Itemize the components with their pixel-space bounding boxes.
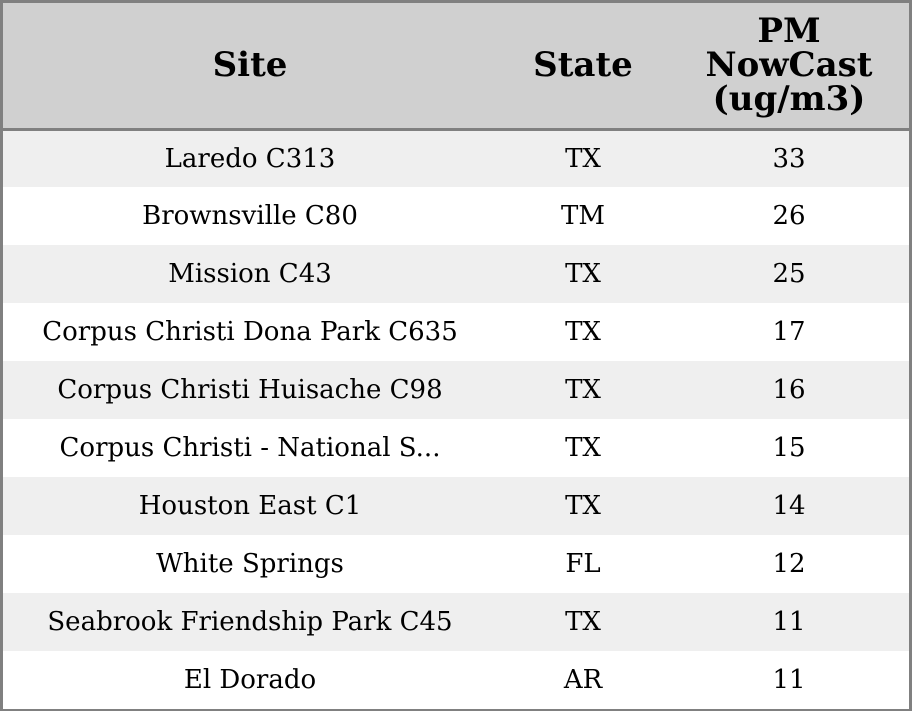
cell-pm: 33 xyxy=(772,143,806,174)
table-row: Brownsville C80 TM 26 xyxy=(3,187,909,245)
header-pm-line-2: NowCast xyxy=(705,45,873,86)
cell-state: TX xyxy=(565,607,601,637)
header-state-label: State xyxy=(533,45,633,86)
cell-site: El Dorado xyxy=(183,665,317,695)
data-table: Site State PM NowCast (ug/m3) Laredo C31… xyxy=(3,3,909,709)
header-site: Site xyxy=(3,3,497,131)
header-state: State xyxy=(497,3,669,131)
cell-pm: 17 xyxy=(772,317,806,347)
cell-pm: 26 xyxy=(772,201,806,231)
cell-site: Brownsville C80 xyxy=(142,201,358,231)
cell-state: TX xyxy=(565,433,601,463)
cell-pm: 11 xyxy=(772,607,806,637)
cell-site: White Springs xyxy=(156,549,344,579)
table-row: Mission C43 TX 25 xyxy=(3,245,909,303)
table-row: Corpus Christi - National S... TX 15 xyxy=(3,419,909,477)
table-row: Corpus Christi Huisache C98 TX 16 xyxy=(3,361,909,419)
cell-site: Corpus Christi Huisache C98 xyxy=(57,375,443,405)
cell-state: AR xyxy=(563,665,603,695)
table-row: Seabrook Friendship Park C45 TX 11 xyxy=(3,593,909,651)
header-pm-line-3: (ug/m3) xyxy=(712,79,866,120)
cell-state: TX xyxy=(565,143,601,174)
cell-site: Laredo C313 xyxy=(164,143,336,174)
cell-site: Seabrook Friendship Park C45 xyxy=(47,607,453,637)
cell-pm: 11 xyxy=(772,665,806,695)
cell-pm: 14 xyxy=(772,491,806,521)
cell-site: Houston East C1 xyxy=(138,491,362,521)
table-row: Houston East C1 TX 14 xyxy=(3,477,909,535)
header-pm-line-1: PM xyxy=(757,11,821,52)
cell-pm: 16 xyxy=(772,375,806,405)
table-header: Site State PM NowCast (ug/m3) xyxy=(3,3,909,131)
cell-pm: 15 xyxy=(772,433,806,463)
header-row: Site State PM NowCast (ug/m3) xyxy=(3,3,909,131)
cell-state: FL xyxy=(565,549,601,579)
cell-state: TX xyxy=(565,491,601,521)
table-body: Laredo C313 TX 33 Brownsville C80 TM 26 … xyxy=(3,129,909,709)
cell-pm: 12 xyxy=(772,549,806,579)
cell-state: TX xyxy=(565,317,601,347)
cell-site: Mission C43 xyxy=(168,259,332,289)
table-row: Laredo C313 TX 33 xyxy=(3,129,909,187)
table-row: White Springs FL 12 xyxy=(3,535,909,593)
cell-site: Corpus Christi - National S... xyxy=(59,433,441,463)
table-row: El Dorado AR 11 xyxy=(3,651,909,709)
cell-state: TX xyxy=(565,259,601,289)
cell-state: TX xyxy=(565,375,601,405)
cell-pm: 25 xyxy=(772,259,806,289)
table-row: Corpus Christi Dona Park C635 TX 17 xyxy=(3,303,909,361)
cell-state: TM xyxy=(561,201,605,231)
header-pm-nowcast: PM NowCast (ug/m3) xyxy=(669,3,909,131)
header-site-label: Site xyxy=(212,45,288,86)
cell-site: Corpus Christi Dona Park C635 xyxy=(42,317,458,347)
